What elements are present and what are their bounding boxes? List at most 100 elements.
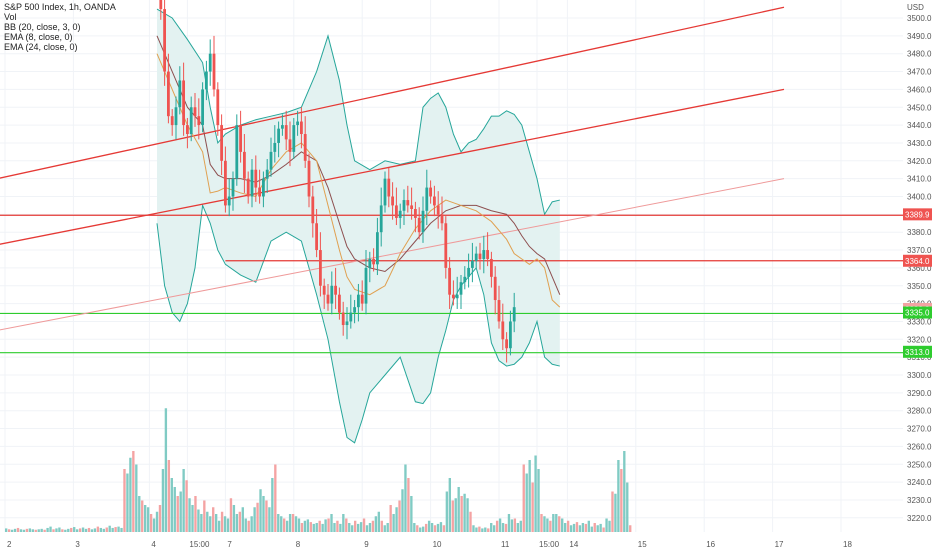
volume-bar [46,527,49,532]
volume-bar [161,469,165,532]
volume-bar [356,523,360,532]
volume-bar [572,523,576,532]
candle-body [330,285,334,304]
legend-symbol[interactable]: S&P 500 Index, 1h, OANDA [4,2,116,12]
candle-body [296,121,299,126]
volume-bar [445,491,449,532]
candle-body [159,0,163,10]
volume-bar [280,516,283,532]
volume-bar [138,496,141,532]
volume-bar [132,451,135,532]
volume-bar [611,491,614,532]
volume-bar [549,520,552,532]
price-tick-label: 3400.0 [907,193,932,202]
volume-bar [167,460,171,532]
volume-bar [52,529,55,532]
volume-bar [501,523,505,532]
volume-bar [244,518,247,532]
volume-bar [5,528,8,532]
volume-bar [620,469,623,532]
candle-body [387,178,391,197]
candle-body [379,205,383,233]
volume-bar [197,509,200,532]
time-tick-label: 14 [569,540,578,549]
volume-bar [362,518,366,532]
volume-bar [176,496,179,532]
volume-bar [519,520,522,532]
candle-body [417,217,421,233]
price-tick-label: 3320.0 [907,335,932,344]
volume-bar [353,520,357,532]
volume-bar [283,518,286,532]
volume-bar [365,525,369,532]
volume-bar [451,500,454,532]
price-label-bg [903,306,932,319]
candle-body [372,258,375,265]
volume-bar [31,529,34,532]
volume-bar [392,514,395,532]
volume-bar [478,526,481,532]
candle-body [490,258,493,277]
volume-bar [466,498,469,532]
price-label-bg [903,345,932,358]
price-tick-label: 3470.0 [907,68,932,77]
volume-bar [19,529,23,532]
volume-bar [342,514,345,532]
volume-bar [540,514,543,532]
volume-bar [200,514,203,532]
time-tick-label: 10 [433,540,442,549]
volume-bar [146,507,150,532]
candle-body [505,339,508,349]
volume-bar [214,514,218,532]
candle-body [448,267,451,295]
volume-bar [294,516,298,532]
volume-bar [188,498,191,532]
volume-bar [404,464,407,532]
candle-body [178,80,182,108]
volume-bar [73,527,76,532]
volume-bar [407,478,410,532]
volume-bar [596,525,599,532]
volume-bar [522,464,525,532]
volume-bar [472,525,475,532]
price-label-bg [903,254,932,267]
price-label-text: 3364.0 [905,257,930,266]
candle-body [250,169,254,197]
volume-bar [120,527,123,532]
volume-bar [546,518,549,532]
price-tick-label: 3270.0 [907,425,932,434]
legend-ema24[interactable]: EMA (24, close, 0) [4,42,78,52]
volume-bar [377,511,381,532]
candle-body [398,210,402,218]
candle-body [224,160,227,206]
candle-body [341,312,345,326]
candle-body [421,210,425,233]
candle-body [231,178,235,197]
volume-bar [386,523,389,532]
volume-bar [525,473,528,532]
volume-bar [135,464,138,532]
legend-bb[interactable]: BB (20, close, 3, 0) [4,22,81,32]
volume-bar [371,520,375,532]
volume-bar [463,493,466,532]
price-tick-label: 3480.0 [907,50,932,59]
price-tick-label: 3350.0 [907,282,932,291]
volume-bar [144,505,147,532]
volume-bar [250,516,253,532]
candle-body [220,125,223,161]
candle-body [440,214,444,224]
price-tick-label: 3460.0 [907,85,932,94]
volume-bar [129,457,132,532]
volume-bar [43,529,46,532]
volume-bar [297,518,301,532]
legend-ema8[interactable]: EMA (8, close, 0) [4,32,73,42]
volume-bar [309,522,312,532]
candle-body [471,260,474,268]
candle-body [258,187,261,197]
volume-bar [374,516,378,532]
legend-vol[interactable]: Vol [4,12,17,22]
volume-bar [439,522,443,532]
volume-bar [460,496,463,532]
candle-body [262,178,265,197]
volume-bar [569,525,573,532]
